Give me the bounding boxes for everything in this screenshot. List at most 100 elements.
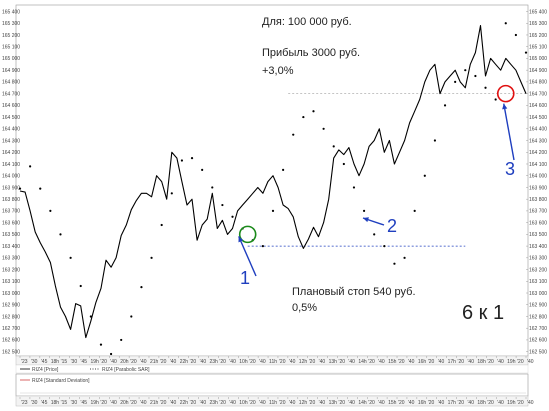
x-tick-label: '40: [378, 400, 385, 406]
y-tick-label: 165 100: [529, 45, 547, 51]
x-tick-label: 15h: [388, 400, 397, 406]
x-tick-label: '40: [348, 400, 355, 406]
x-tick-label: '45: [41, 400, 48, 406]
y-tick-label: 163 100: [529, 279, 547, 285]
sar-dot: [49, 209, 52, 213]
x-tick-label: 16h: [418, 400, 427, 406]
y-axis-ticks: 165 400 165 400 165 300 165 300 165 200 165 2…: [2, 9, 547, 355]
x-tick-label: 17h: [448, 359, 457, 365]
trade-markers: [238, 84, 515, 244]
x-tick-label: '40: [110, 359, 117, 365]
x-tick-label: '20: [190, 359, 197, 365]
y-tick-label: 163 400: [529, 244, 547, 250]
x-tick-label: '20: [100, 359, 107, 365]
sar-dot: [69, 256, 72, 259]
sar-dot: [383, 244, 386, 248]
x-tick-label: '40: [200, 400, 207, 406]
x-tick-label: '20: [428, 359, 435, 365]
x-tick-label: 14h: [358, 359, 367, 365]
x-tick-label: 21h: [150, 400, 159, 406]
marker-number-3: 3: [505, 159, 515, 179]
stop-label: Плановый стоп 540 руб.: [292, 286, 416, 298]
y-tick-label: 164 800: [529, 80, 547, 86]
y-tick-label-left: 164 700: [2, 91, 20, 97]
x-tick-label: '20: [398, 359, 405, 365]
y-tick-label: 164 700: [529, 91, 547, 97]
x-tick-label: 18h: [477, 359, 486, 365]
sar-dot: [443, 104, 447, 107]
sar-dot: [271, 209, 275, 213]
x-tick-label: '20: [428, 400, 435, 406]
capital-label: Для: 100 000 руб.: [262, 16, 352, 28]
sar-dot: [59, 233, 62, 236]
x-tick-label: '23: [21, 359, 28, 365]
x-tick-label: 10h: [239, 359, 248, 365]
y-tick-label-left: 162 900: [2, 303, 20, 309]
x-tick-label: '40: [259, 400, 266, 406]
x-tick-label: '40: [438, 400, 445, 406]
marker-number-1: 1: [240, 268, 250, 288]
x-tick-label: '40: [259, 359, 266, 365]
profit-pct: +3,0%: [262, 65, 294, 77]
x-tick-label: '40: [527, 400, 534, 406]
x-tick-label: '45: [41, 359, 48, 365]
y-tick-label: 164 500: [529, 115, 547, 121]
y-tick-label: 163 600: [529, 220, 547, 226]
x-tick-label: '20: [190, 400, 197, 406]
parabolic-sar-series: [18, 22, 528, 356]
x-tick-label: '20: [309, 359, 316, 365]
y-tick-label: 163 300: [529, 256, 547, 262]
y-tick-label: 165 000: [529, 56, 547, 62]
x-tick-label: '40: [467, 400, 474, 406]
x-tick-label: '20: [309, 400, 316, 406]
x-tick-label: '40: [140, 400, 147, 406]
y-tick-label: 163 000: [529, 291, 547, 297]
sar-dot: [302, 115, 305, 119]
sar-dot: [352, 186, 356, 189]
x-tick-label: 18h: [51, 400, 60, 406]
y-tick-label: 164 600: [529, 103, 547, 109]
x-tick-label: 14h: [358, 400, 367, 406]
y-tick-label-left: 165 200: [2, 33, 20, 39]
sar-dot: [150, 256, 153, 259]
x-tick-label: '20: [249, 400, 256, 406]
y-tick-label-left: 163 800: [2, 197, 20, 203]
x-tick-label: '30: [71, 400, 78, 406]
y-tick-label-left: 162 600: [2, 338, 20, 344]
y-tick-label: 163 900: [529, 185, 547, 191]
y-tick-label-left: 164 900: [2, 68, 20, 74]
x-tick-label: 22h: [180, 400, 189, 406]
marker-number-2: 2: [387, 216, 397, 236]
sar-dot: [180, 159, 184, 162]
x-tick-label: '20: [458, 400, 465, 406]
price-series: [19, 25, 527, 339]
x-tick-label: '20: [398, 400, 405, 406]
x-tick-label: '20: [517, 400, 524, 406]
x-tick-label: '20: [458, 359, 465, 365]
sar-dot: [484, 86, 487, 89]
x-tick-label: '20: [219, 400, 226, 406]
x-tick-label: '15: [61, 359, 68, 365]
y-tick-label-left: 163 700: [2, 209, 20, 215]
x-tick-label: '20: [368, 359, 375, 365]
sar-dot: [413, 209, 416, 213]
x-tick-label: '20: [100, 400, 107, 406]
x-tick-label: '40: [229, 400, 236, 406]
arrow-3-shaft: [503, 103, 515, 161]
x-tick-label: '20: [338, 400, 345, 406]
x-tick-label: '15: [61, 400, 68, 406]
sar-dot: [474, 74, 477, 78]
y-tick-label-left: 163 200: [2, 267, 20, 273]
y-tick-label-left: 163 400: [2, 244, 20, 250]
sar-dot: [160, 223, 163, 227]
entry-circle: [238, 225, 257, 244]
x-tick-label: 15h: [388, 359, 397, 365]
sar-dot: [332, 145, 335, 148]
y-tick-label-left: 162 700: [2, 326, 20, 332]
y-tick-label-left: 164 200: [2, 150, 20, 156]
arrow-3-head: [502, 103, 508, 110]
x-tick-label: 12h: [299, 400, 308, 406]
y-tick-label-left: 164 800: [2, 80, 20, 86]
x-tick-label: 12h: [299, 359, 308, 365]
y-tick-label: 164 900: [529, 68, 547, 74]
